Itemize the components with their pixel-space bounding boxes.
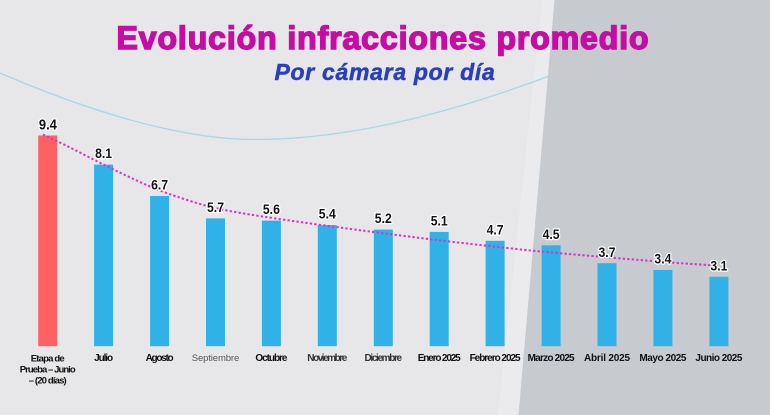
svg-text:Mayo 2025: Mayo 2025 — [639, 353, 686, 364]
svg-text:Marzo 2025: Marzo 2025 — [528, 353, 575, 364]
svg-text:3.1: 3.1 — [710, 258, 727, 273]
svg-text:3.4: 3.4 — [654, 252, 671, 267]
svg-text:Septiembre: Septiembre — [192, 353, 240, 364]
svg-text:Diciembre: Diciembre — [365, 353, 403, 364]
svg-text:Noviembre: Noviembre — [307, 353, 347, 364]
svg-text:Agosto: Agosto — [146, 353, 174, 364]
svg-text:Octubre: Octubre — [255, 353, 287, 364]
svg-text:Julio: Julio — [94, 353, 113, 364]
svg-text:Prueba – Junio: Prueba – Junio — [20, 364, 76, 375]
svg-text:5.2: 5.2 — [375, 211, 392, 226]
svg-text:4.5: 4.5 — [543, 227, 560, 242]
svg-text:Junio 2025: Junio 2025 — [695, 353, 742, 364]
svg-text:Etapa de: Etapa de — [31, 353, 65, 364]
svg-text:5.7: 5.7 — [207, 200, 224, 215]
svg-text:Febrero 2025: Febrero 2025 — [470, 353, 521, 364]
svg-text:5.4: 5.4 — [319, 207, 336, 222]
svg-text:Enero 2025: Enero 2025 — [418, 353, 461, 364]
svg-text:Abril 2025: Abril 2025 — [584, 353, 630, 364]
svg-text:8.1: 8.1 — [95, 146, 112, 161]
svg-text:– (20 días): – (20 días) — [29, 375, 67, 386]
svg-text:9.4: 9.4 — [39, 118, 57, 134]
svg-text:4.7: 4.7 — [487, 222, 504, 237]
svg-text:5.1: 5.1 — [431, 214, 448, 229]
svg-text:5.6: 5.6 — [263, 202, 280, 217]
svg-text:6.7: 6.7 — [151, 178, 168, 193]
svg-text:3.7: 3.7 — [599, 245, 616, 260]
